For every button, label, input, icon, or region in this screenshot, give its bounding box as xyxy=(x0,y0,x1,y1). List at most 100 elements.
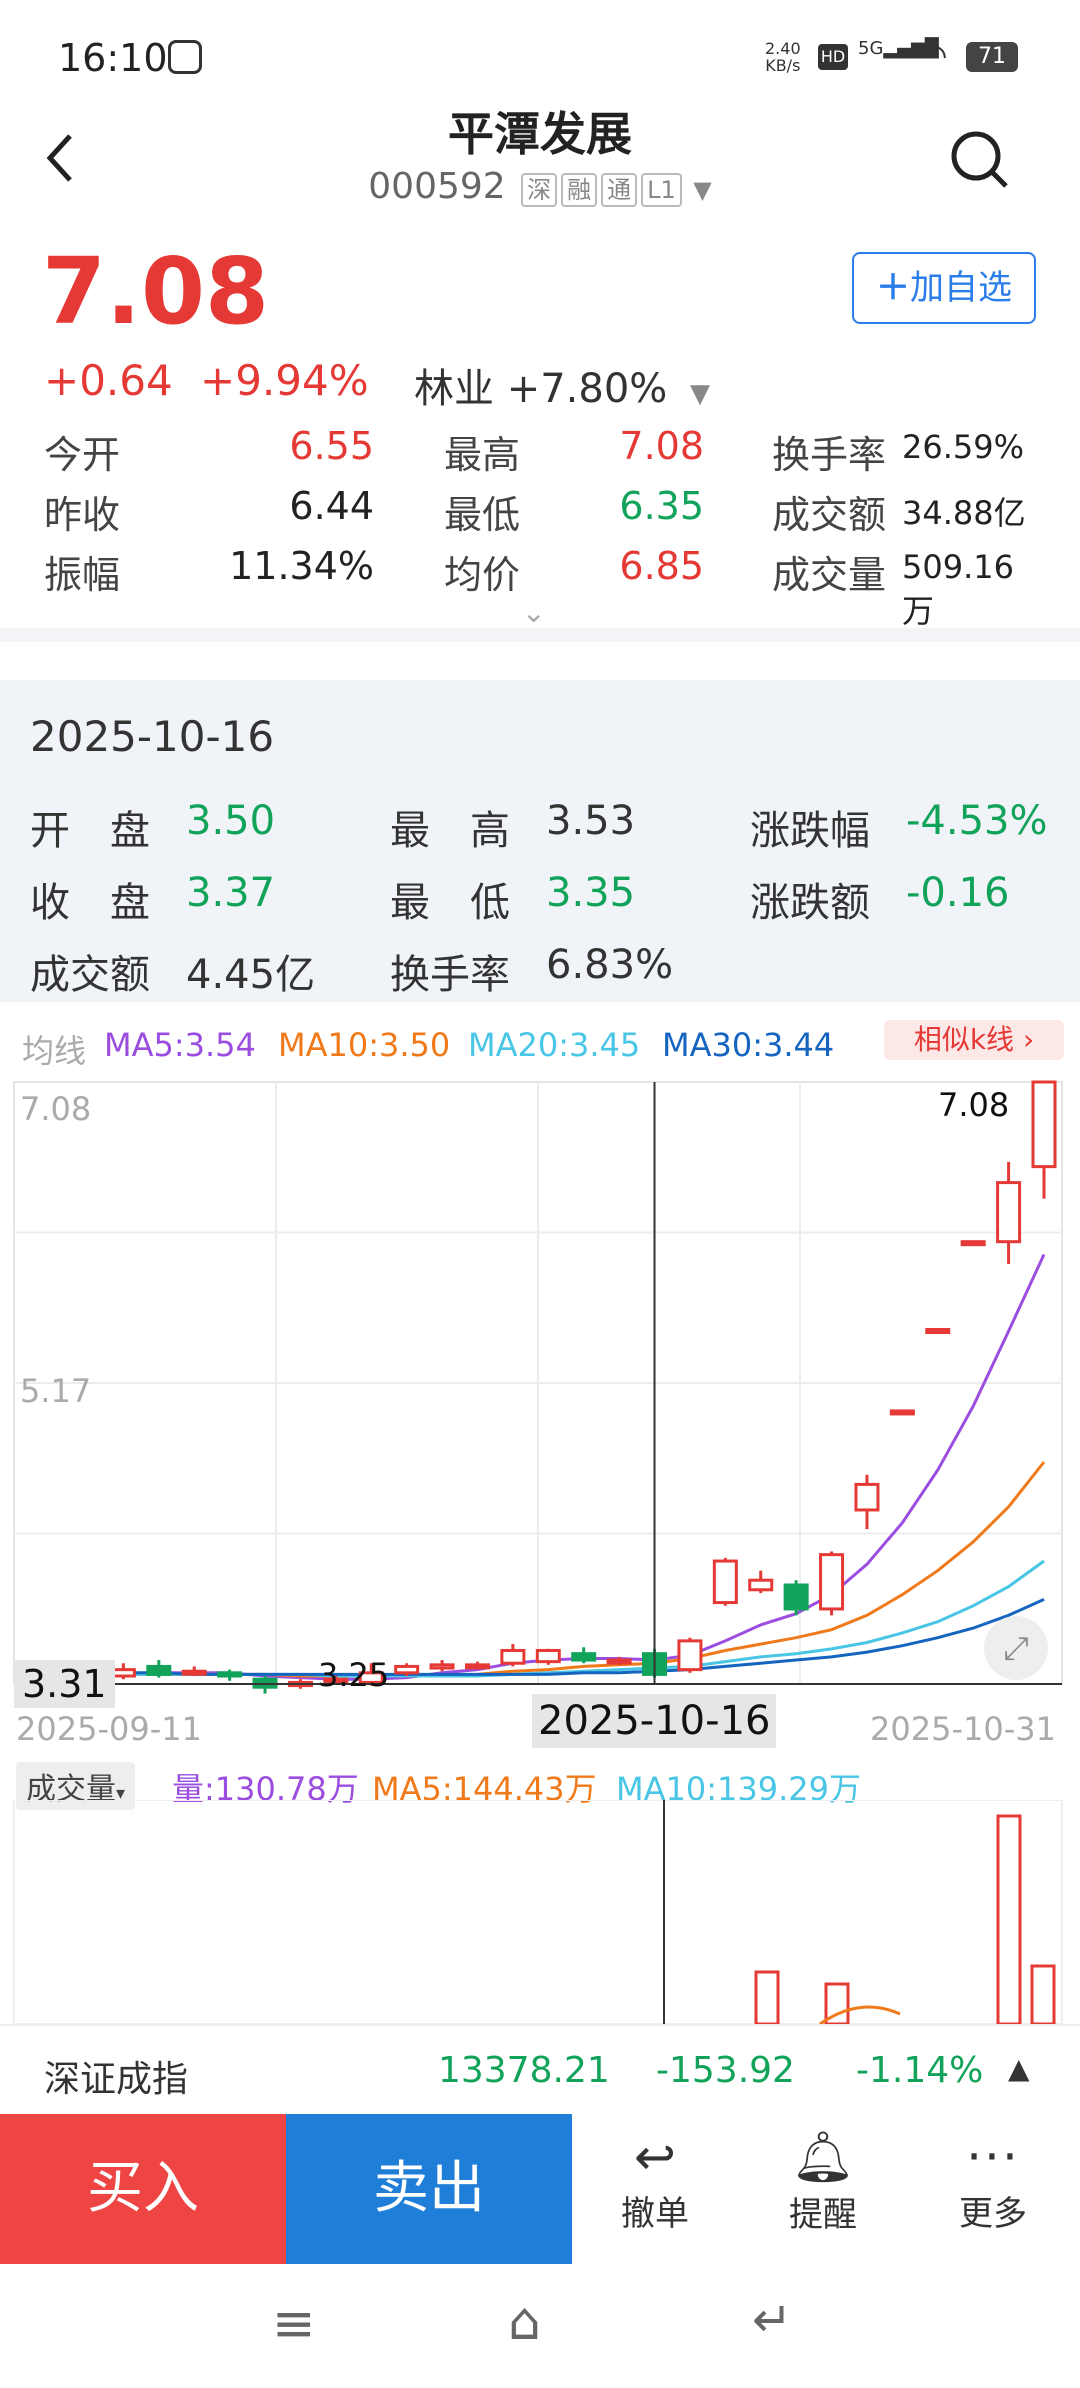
low-mark-label: 3.25 xyxy=(318,1656,390,1694)
volume-dropdown-icon: ▾ xyxy=(116,1783,126,1804)
status-bar: 16:10 2.40 KB/s HD 5G▂▄▆█ ◠ 71 xyxy=(0,0,1080,110)
stock-code-row[interactable]: 000592 深融通 L1 ▼ xyxy=(0,166,1080,207)
quote-label: 换手率 xyxy=(772,433,887,477)
divider xyxy=(0,628,1080,642)
candle xyxy=(925,1328,951,1335)
badge-shen: 深 xyxy=(521,173,558,207)
chg-label: 涨跌额 xyxy=(750,880,870,926)
notification-icon xyxy=(168,40,202,74)
high-label: 最 高 xyxy=(390,808,510,854)
battery-icon: 71 xyxy=(966,42,1018,72)
volume-frame xyxy=(13,1800,1063,2024)
candle xyxy=(181,1669,207,1676)
badge-l1: L1 xyxy=(641,173,682,207)
chg-value: -0.16 xyxy=(906,870,1010,916)
index-change: -153.92 xyxy=(656,2050,795,2091)
ma10-line xyxy=(87,1461,1046,1678)
y-axis-max: 7.08 xyxy=(20,1090,92,1128)
stock-name: 平潭发展 xyxy=(448,107,632,161)
back-button[interactable] xyxy=(40,128,90,188)
chg-pct-value: -4.53% xyxy=(906,798,1048,844)
open-label: 开 盘 xyxy=(30,808,150,854)
quote-value: 6.35 xyxy=(619,484,704,528)
back-arrow-icon xyxy=(46,134,72,182)
candle xyxy=(889,1409,915,1416)
search-button[interactable] xyxy=(948,128,1012,192)
x-axis-cursor: 2025-10-16 xyxy=(532,1694,777,1748)
candle xyxy=(677,1639,703,1672)
candle xyxy=(712,1559,738,1605)
more-button[interactable]: ··· 更多 xyxy=(918,2128,1068,2235)
chevron-right-icon: › xyxy=(1022,1023,1035,1056)
candle xyxy=(464,1663,490,1670)
net-speed: 2.40 KB/s xyxy=(765,39,801,75)
candle xyxy=(960,1240,986,1247)
ma5-line xyxy=(87,1253,1046,1681)
price-change-pct: +9.94% xyxy=(200,356,369,405)
volume-selector[interactable]: 成交量▾ xyxy=(16,1762,136,1810)
candle xyxy=(146,1664,172,1676)
candle xyxy=(358,1671,384,1684)
status-time: 16:10 xyxy=(58,36,168,80)
quote-value: 11.34% xyxy=(229,544,374,588)
quote-value: 7.08 xyxy=(619,424,704,468)
similar-kline-button[interactable]: 相似k线 › xyxy=(884,1020,1064,1060)
index-bar[interactable]: 深证成指 13378.21 -153.92 -1.14% ▲ xyxy=(0,2024,1080,2116)
volume-ma5: MA5:144.43万 xyxy=(372,1770,597,1808)
candle xyxy=(500,1648,526,1665)
candle xyxy=(571,1652,597,1662)
badge-tong: 通 xyxy=(601,173,638,207)
quote-value: 34.88亿 xyxy=(902,494,1026,532)
signal-icon: 5G▂▄▆█ xyxy=(858,38,939,59)
quote-value: 6.85 xyxy=(619,544,704,588)
cancel-order-button[interactable]: ↩ 撤单 xyxy=(580,2128,730,2235)
quote-label: 成交量 xyxy=(772,553,887,597)
alert-button[interactable]: 🔔︎ 提醒 xyxy=(748,2128,898,2236)
search-icon xyxy=(951,131,1008,188)
y-axis-min-box: 3.31 xyxy=(14,1660,115,1708)
ma5-legend: MA5:3.54 xyxy=(104,1026,256,1064)
volume-chart xyxy=(13,1800,1063,2024)
bell-icon: 🔔︎ xyxy=(791,2128,855,2186)
volume-bar xyxy=(996,1814,1022,2024)
expand-chevron-icon[interactable]: ⌄ xyxy=(522,596,546,629)
expand-up-icon: ▲ xyxy=(1008,2052,1030,2085)
plus-icon: ＋ xyxy=(876,268,910,308)
sell-button[interactable]: 卖出 xyxy=(286,2114,572,2264)
menu-nav-icon[interactable]: ≡ xyxy=(272,2294,316,2354)
sector-dropdown-icon: ▼ xyxy=(690,379,711,409)
quote-label: 均价 xyxy=(444,553,521,597)
back-nav-icon[interactable]: ↵ xyxy=(752,2292,793,2348)
ma-label[interactable]: 均线 xyxy=(22,1032,87,1070)
more-dots-icon: ··· xyxy=(966,2128,1020,2186)
quote-value: 6.44 xyxy=(289,484,374,528)
low-label: 最 低 xyxy=(390,880,510,926)
index-pct: -1.14% xyxy=(856,2050,984,2091)
stock-code: 000592 xyxy=(368,166,506,207)
quote-label: 最低 xyxy=(444,493,521,537)
wifi-icon: ◠ xyxy=(918,36,948,76)
volume-ma5-line xyxy=(819,2005,901,2024)
home-nav-icon[interactable]: ⌂ xyxy=(508,2292,542,2352)
quote-label: 最高 xyxy=(444,433,521,477)
candle xyxy=(110,1668,136,1678)
kline-detail-panel: 2025-10-16 开 盘 3.50 最 高 3.53 涨跌幅 -4.53% … xyxy=(0,680,1080,1002)
x-axis-start: 2025-09-11 xyxy=(16,1710,202,1748)
dropdown-icon: ▼ xyxy=(693,176,712,204)
add-watchlist-button[interactable]: ＋加自选 xyxy=(852,252,1036,324)
x-axis-end: 2025-10-31 xyxy=(870,1710,1056,1748)
ma10-legend: MA10:3.50 xyxy=(278,1026,451,1064)
amount-label: 成交额 xyxy=(30,952,150,998)
sector-info[interactable]: 林业 +7.80% ▼ xyxy=(414,366,711,412)
buy-button[interactable]: 买入 xyxy=(0,2114,286,2264)
candle xyxy=(217,1671,243,1678)
ma20-legend: MA20:3.45 xyxy=(468,1026,641,1064)
fullscreen-button[interactable]: ⤢ xyxy=(984,1616,1048,1680)
kline-chart[interactable] xyxy=(0,1070,1080,1730)
high-mark-label: 7.08 xyxy=(938,1086,1010,1124)
hd-icon: HD xyxy=(818,44,848,70)
quote-value: 6.55 xyxy=(289,424,374,468)
candle xyxy=(783,1583,809,1611)
y-axis-mid: 5.17 xyxy=(20,1372,92,1410)
volume-bar xyxy=(824,1982,850,2024)
